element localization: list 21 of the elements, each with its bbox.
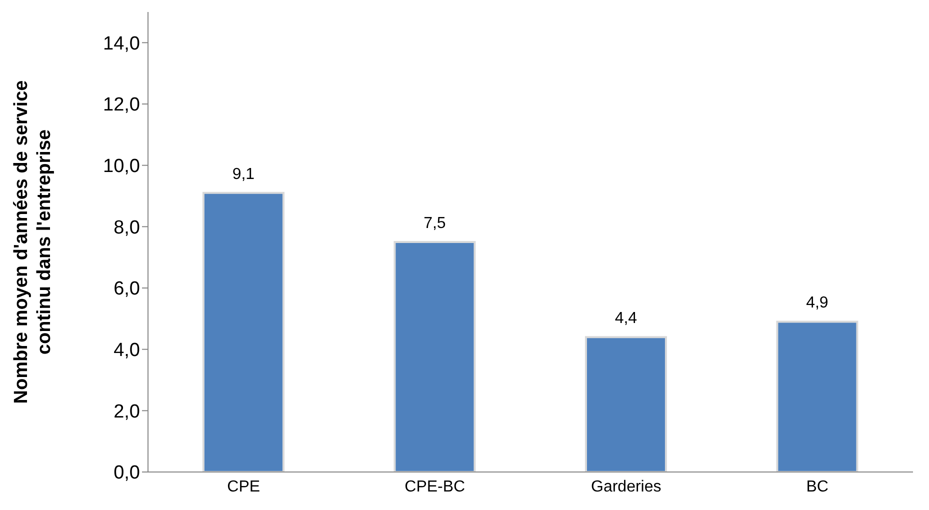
y-tick-label: 0,0 bbox=[114, 462, 140, 484]
y-tick-label: 6,0 bbox=[114, 278, 140, 300]
data-label: 4,9 bbox=[806, 294, 828, 312]
bar bbox=[776, 320, 858, 472]
bar bbox=[584, 336, 667, 472]
y-tick-label: 4,0 bbox=[114, 340, 140, 362]
y-tick-label: 14,0 bbox=[103, 33, 140, 54]
y-tick-label: 2,0 bbox=[114, 401, 140, 422]
bar bbox=[394, 241, 476, 472]
y-axis-title: Nombre moyen d'années de service continu dans l'entreprise bbox=[11, 80, 55, 404]
y-tick-label: 8,0 bbox=[114, 217, 140, 238]
data-label: 4,4 bbox=[614, 310, 638, 328]
y-tick-label: 12,0 bbox=[103, 94, 140, 116]
x-tick-label: CPE bbox=[227, 478, 260, 496]
bar bbox=[202, 192, 284, 472]
x-tick-label: Garderies bbox=[591, 478, 662, 496]
y-tick-label: 10,0 bbox=[103, 156, 140, 178]
x-tick-label: BC bbox=[806, 478, 828, 496]
data-label: 9,1 bbox=[232, 166, 255, 183]
data-label: 7,5 bbox=[424, 215, 446, 232]
x-tick-label: CPE-BC bbox=[404, 478, 466, 496]
